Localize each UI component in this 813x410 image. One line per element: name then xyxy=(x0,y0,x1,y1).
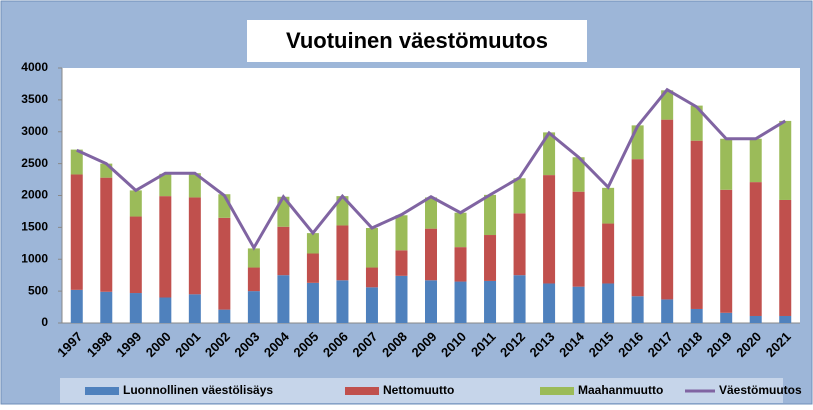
bar xyxy=(720,138,733,190)
bar xyxy=(690,105,703,141)
legend-label: Nettomuutto xyxy=(383,383,454,397)
bar xyxy=(690,308,703,323)
bar xyxy=(188,294,201,323)
bar xyxy=(365,267,378,288)
legend-label: Luonnollinen väestölisäys xyxy=(123,383,273,397)
bar xyxy=(247,291,260,323)
bar xyxy=(720,189,733,313)
bar xyxy=(70,174,83,290)
bar xyxy=(306,233,319,254)
bar xyxy=(602,187,615,224)
y-tick-label: 0 xyxy=(41,315,48,329)
bar xyxy=(749,182,762,316)
line xyxy=(76,87,787,251)
y-tick-label: 3500 xyxy=(21,92,48,106)
bar xyxy=(572,157,585,192)
bar xyxy=(336,225,349,281)
bar xyxy=(779,199,792,316)
bar xyxy=(247,267,260,292)
bar xyxy=(543,132,556,176)
bar xyxy=(602,283,615,323)
bar xyxy=(513,178,526,214)
bar xyxy=(188,197,201,295)
bar xyxy=(454,212,467,248)
bar xyxy=(129,190,142,217)
bar xyxy=(720,312,733,323)
bar xyxy=(129,293,142,323)
bar xyxy=(749,138,762,183)
legend-swatch xyxy=(85,387,119,395)
bar xyxy=(129,216,142,294)
bar xyxy=(661,90,674,120)
bar xyxy=(779,120,792,200)
bar xyxy=(218,309,231,323)
bar xyxy=(690,140,703,309)
bar xyxy=(631,125,644,160)
y-tick-label: 1000 xyxy=(21,251,48,265)
bar xyxy=(749,315,762,323)
bar xyxy=(100,291,113,323)
title-box xyxy=(247,20,587,62)
bar xyxy=(484,280,497,323)
bar xyxy=(661,119,674,300)
legend-label: Väestömuutos xyxy=(719,383,802,397)
bar xyxy=(631,159,644,297)
y-tick-label: 3000 xyxy=(21,124,48,138)
bar xyxy=(365,287,378,323)
bar xyxy=(779,315,792,323)
bar xyxy=(661,299,674,323)
y-tick-label: 4000 xyxy=(21,60,48,74)
bar xyxy=(425,280,437,323)
bar xyxy=(395,250,408,276)
legend-swatch xyxy=(540,387,574,395)
y-tick-label: 2000 xyxy=(21,188,48,202)
legend-box xyxy=(60,378,783,403)
bar xyxy=(572,191,585,287)
bar xyxy=(631,296,644,323)
bar xyxy=(513,213,526,276)
bar xyxy=(395,275,408,323)
bar xyxy=(336,196,349,226)
y-tick-label: 2500 xyxy=(21,156,48,170)
bar xyxy=(247,248,260,268)
bar xyxy=(454,247,467,282)
chart-title: Vuotuinen väestömuutos xyxy=(286,28,548,53)
bar xyxy=(188,173,201,198)
bar xyxy=(454,281,467,323)
bar xyxy=(306,282,319,323)
bar xyxy=(159,173,172,197)
bar xyxy=(484,235,497,281)
legend-swatch xyxy=(345,387,379,395)
bar xyxy=(218,217,231,310)
bar xyxy=(543,283,556,323)
bar xyxy=(306,253,319,283)
bar xyxy=(425,228,437,281)
bar xyxy=(277,226,290,276)
bar xyxy=(277,275,290,323)
bar xyxy=(395,215,408,251)
bar xyxy=(513,275,526,323)
bar xyxy=(484,194,497,236)
bar xyxy=(365,228,378,268)
bar xyxy=(159,297,172,323)
bar xyxy=(70,149,83,175)
legend-label: Maahanmuutto xyxy=(578,383,663,397)
bar xyxy=(425,197,437,229)
y-tick-label: 500 xyxy=(28,283,48,297)
y-tick-label: 1500 xyxy=(21,220,48,234)
bar xyxy=(572,286,585,323)
bar xyxy=(602,223,615,284)
bar xyxy=(100,177,113,292)
bar xyxy=(336,280,349,323)
bar xyxy=(159,196,172,298)
bar xyxy=(543,175,556,284)
bar xyxy=(70,289,83,323)
